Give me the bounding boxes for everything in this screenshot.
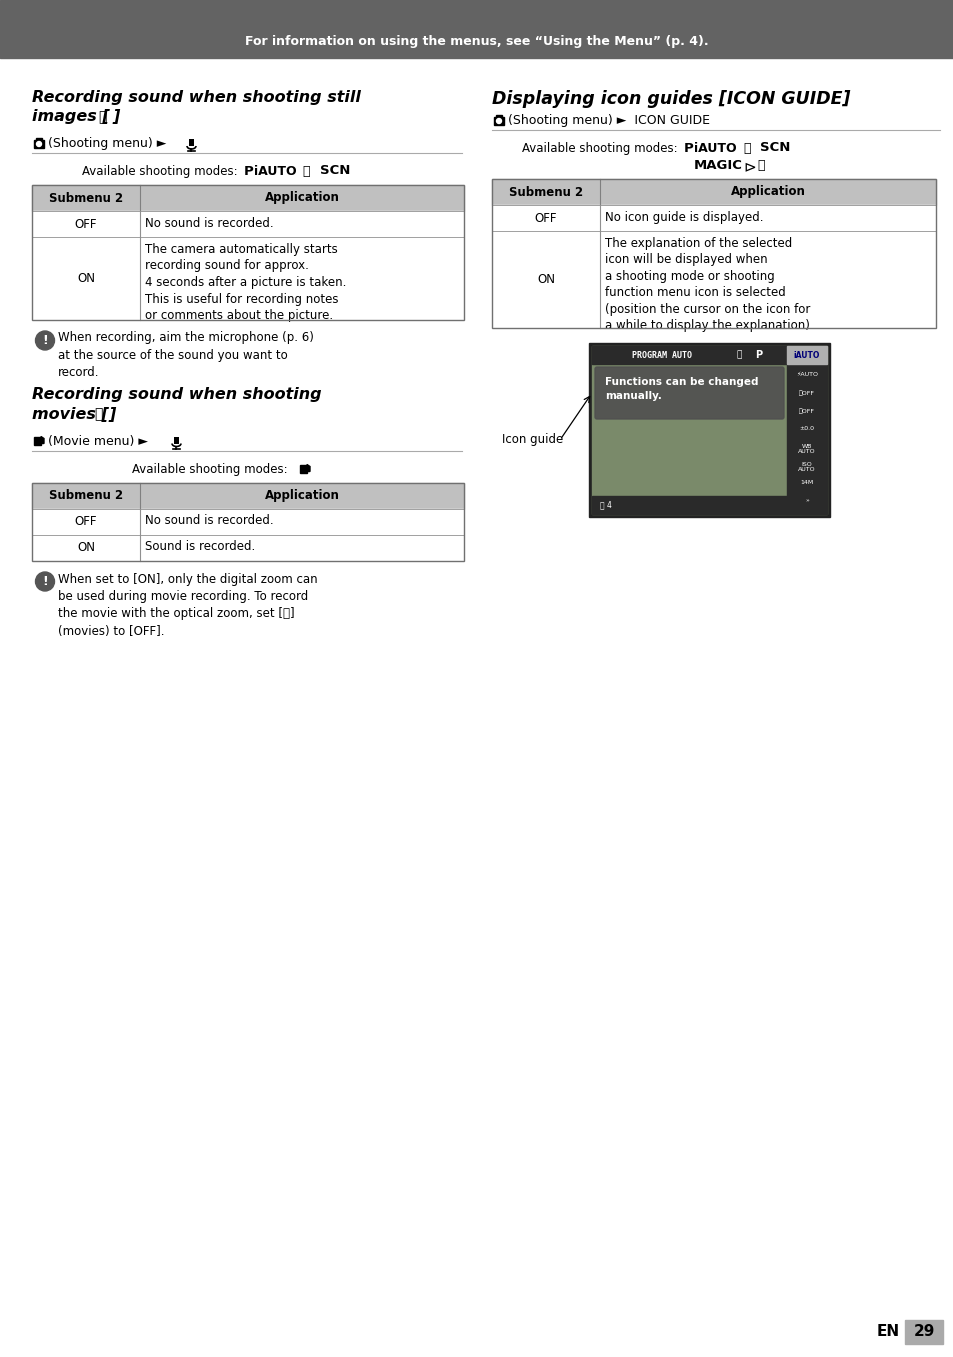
Text: 🎤: 🎤: [98, 110, 107, 123]
Text: Recording sound when shooting still: Recording sound when shooting still: [32, 90, 360, 104]
Text: PROGRAM AUTO: PROGRAM AUTO: [631, 350, 691, 360]
Circle shape: [36, 141, 42, 147]
Text: WB
AUTO: WB AUTO: [798, 444, 815, 455]
Text: No icon guide is displayed.: No icon guide is displayed.: [604, 210, 762, 224]
Text: When recording, aim the microphone (p. 6)
at the source of the sound you want to: When recording, aim the microphone (p. 6…: [58, 331, 314, 380]
Polygon shape: [307, 464, 310, 471]
Text: (Shooting menu) ►  ICON GUIDE: (Shooting menu) ► ICON GUIDE: [507, 114, 709, 128]
Text: ]: ]: [108, 407, 115, 422]
Text: ON: ON: [537, 273, 555, 286]
Bar: [904, 1320, 942, 1343]
Text: !: !: [42, 575, 48, 588]
Text: No sound is recorded.: No sound is recorded.: [145, 514, 274, 528]
Text: 👋: 👋: [742, 142, 750, 155]
Text: Functions can be changed
manually.: Functions can be changed manually.: [604, 377, 758, 402]
Text: The explanation of the selected
icon will be displayed when
a shooting mode or s: The explanation of the selected icon wil…: [604, 237, 813, 332]
Text: ±0.0: ±0.0: [799, 426, 814, 432]
Text: 📷OFF: 📷OFF: [799, 389, 814, 396]
Text: Submenu 2: Submenu 2: [508, 186, 582, 198]
Text: Available shooting modes:: Available shooting modes:: [132, 463, 287, 475]
Text: For information on using the menus, see “Using the Menu” (p. 4).: For information on using the menus, see …: [245, 35, 708, 49]
Text: P: P: [754, 350, 761, 360]
Text: 💾 4: 💾 4: [599, 501, 611, 509]
Text: OFF: OFF: [74, 217, 97, 231]
Text: SCN: SCN: [319, 164, 350, 176]
FancyBboxPatch shape: [595, 366, 783, 419]
Bar: [34, 437, 41, 445]
Text: The camera automatically starts
recording sound for approx.
4 seconds after a pi: The camera automatically starts recordin…: [145, 243, 346, 322]
Text: SCN: SCN: [760, 141, 789, 153]
Bar: [32, 185, 463, 210]
Text: Icon guide: Icon guide: [501, 433, 562, 446]
Text: images [: images [: [32, 109, 110, 123]
Text: P: P: [244, 166, 253, 178]
Bar: [592, 497, 786, 514]
Bar: [492, 179, 935, 328]
Text: Application: Application: [264, 489, 339, 502]
Circle shape: [35, 573, 54, 592]
Text: P: P: [683, 142, 693, 155]
Text: ]: ]: [112, 109, 119, 123]
Text: 📷OFF: 📷OFF: [799, 408, 814, 414]
Text: Available shooting modes:: Available shooting modes:: [82, 166, 237, 178]
Text: ⊳: ⊳: [742, 159, 755, 174]
Text: Application: Application: [264, 191, 339, 205]
Text: 14M: 14M: [800, 480, 813, 484]
Text: No sound is recorded.: No sound is recorded.: [145, 217, 274, 229]
Text: ISO
AUTO: ISO AUTO: [798, 461, 815, 472]
Polygon shape: [41, 437, 44, 444]
Text: movies [: movies [: [32, 407, 109, 422]
Text: (Shooting menu) ►: (Shooting menu) ►: [48, 137, 166, 151]
Bar: [492, 205, 935, 231]
Bar: [32, 483, 463, 509]
Bar: [299, 464, 307, 472]
Text: ON: ON: [77, 541, 95, 554]
Text: Submenu 2: Submenu 2: [49, 489, 123, 502]
Text: OFF: OFF: [74, 516, 97, 528]
Text: !: !: [42, 334, 48, 347]
Text: ⚡AUTO: ⚡AUTO: [795, 372, 817, 377]
Bar: [189, 138, 193, 147]
Circle shape: [496, 118, 501, 123]
Text: 👥: 👥: [737, 350, 741, 360]
Bar: [494, 117, 503, 125]
Bar: [492, 231, 935, 328]
Text: 👥: 👥: [757, 159, 763, 172]
Text: 🎤: 🎤: [94, 407, 102, 422]
Bar: [0, 0, 953, 58]
Text: iAUTO: iAUTO: [253, 166, 296, 178]
Text: 29: 29: [912, 1324, 934, 1339]
Bar: [496, 115, 501, 118]
Bar: [34, 140, 44, 148]
Bar: [32, 509, 463, 535]
Bar: [588, 343, 829, 517]
Bar: [36, 138, 42, 141]
Bar: [492, 179, 935, 205]
Text: When set to [ON], only the digital zoom can
be used during movie recording. To r: When set to [ON], only the digital zoom …: [58, 573, 317, 638]
Bar: [32, 185, 463, 319]
Bar: [173, 437, 179, 444]
Text: ON: ON: [77, 271, 95, 285]
Bar: [592, 346, 826, 514]
Text: EN: EN: [876, 1324, 899, 1339]
Text: Recording sound when shooting: Recording sound when shooting: [32, 388, 321, 403]
Bar: [32, 483, 463, 560]
Bar: [786, 346, 826, 364]
Text: Available shooting modes:: Available shooting modes:: [521, 142, 677, 155]
Circle shape: [35, 331, 54, 350]
Bar: [592, 346, 786, 364]
Bar: [32, 237, 463, 319]
Bar: [786, 346, 826, 514]
Text: (Movie menu) ►: (Movie menu) ►: [48, 434, 148, 448]
Bar: [32, 535, 463, 560]
Text: OFF: OFF: [535, 212, 557, 224]
Text: Application: Application: [730, 186, 804, 198]
Text: MAGIC: MAGIC: [693, 159, 742, 172]
Text: Sound is recorded.: Sound is recorded.: [145, 540, 255, 554]
Text: 👋: 👋: [302, 166, 309, 178]
Bar: [32, 210, 463, 237]
Text: Submenu 2: Submenu 2: [49, 191, 123, 205]
Text: »: »: [804, 498, 808, 503]
Text: iAUTO: iAUTO: [793, 350, 820, 360]
Text: Displaying icon guides [ICON GUIDE]: Displaying icon guides [ICON GUIDE]: [492, 90, 850, 109]
